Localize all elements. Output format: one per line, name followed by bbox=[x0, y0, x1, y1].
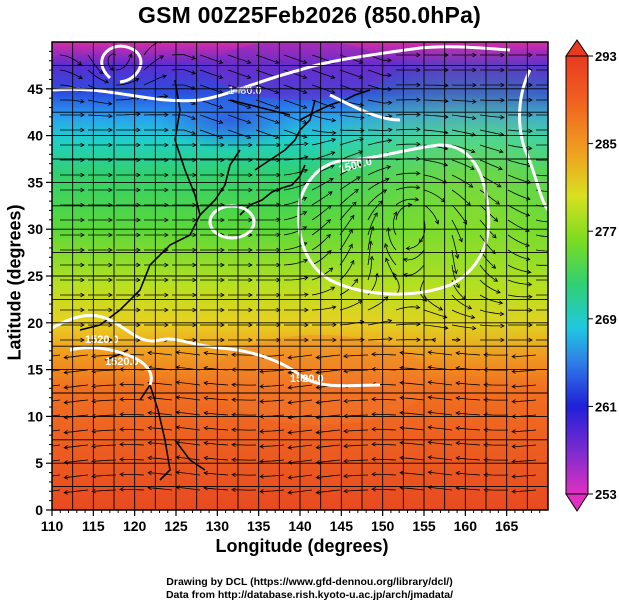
x-tick-label: 120 bbox=[123, 518, 147, 534]
y-tick-label: 45 bbox=[27, 81, 43, 97]
x-tick-label: 135 bbox=[247, 518, 271, 534]
y-axis-ticks: 0 5 10 15 20 25 30 35 40 45 bbox=[27, 50, 52, 518]
credit-data: Data from http://database.rish.kyoto-u.a… bbox=[165, 589, 454, 601]
contour-label: 1520.0 bbox=[290, 373, 324, 385]
coastline bbox=[79, 79, 371, 481]
colorbar-body bbox=[565, 55, 589, 495]
x-tick-label: 160 bbox=[454, 518, 478, 534]
x-tick-label: 150 bbox=[371, 518, 395, 534]
x-tick-label: 115 bbox=[82, 518, 105, 534]
y-tick-label: 30 bbox=[27, 221, 43, 237]
colorbar-tick-label: 261 bbox=[595, 399, 617, 414]
x-tick-label: 155 bbox=[412, 518, 436, 534]
colorbar-tick-label: 253 bbox=[595, 487, 617, 502]
x-axis-ticks: 110 115 120 125 130 135 140 145 150 155 160 165 bbox=[41, 510, 541, 534]
colorbar-tick-label: 277 bbox=[595, 224, 617, 239]
x-tick-label: 125 bbox=[164, 518, 188, 534]
y-tick-label: 25 bbox=[27, 268, 43, 284]
contour-label: 1520.0 bbox=[105, 356, 139, 368]
y-tick-label: 35 bbox=[27, 174, 43, 190]
colorbar-tick-label: 285 bbox=[595, 137, 617, 152]
colorbar-tick-label: 293 bbox=[595, 49, 617, 64]
x-tick-label: 130 bbox=[206, 518, 230, 534]
contour-label: 1480.0 bbox=[228, 85, 262, 97]
y-tick-label: 15 bbox=[27, 362, 43, 378]
x-tick-label: 140 bbox=[288, 518, 312, 534]
x-tick-label: 165 bbox=[495, 518, 519, 534]
y-axis-title: Latitude (degrees) bbox=[4, 204, 25, 361]
colorbar: 293 285 277 269 261 253 bbox=[565, 39, 617, 512]
y-tick-label: 5 bbox=[35, 455, 43, 471]
y-tick-label: 0 bbox=[35, 502, 43, 518]
y-tick-label: 10 bbox=[27, 408, 43, 424]
x-tick-label: 110 bbox=[41, 518, 64, 534]
x-axis-title: Longitude (degrees) bbox=[215, 536, 389, 556]
x-tick-label: 145 bbox=[330, 518, 354, 534]
map-title: GSM 00Z25Feb2026 (850.0hPa) bbox=[138, 2, 481, 28]
y-tick-label: 20 bbox=[27, 315, 43, 331]
colorbar-bottom-arrow bbox=[565, 493, 589, 512]
colorbar-top-arrow bbox=[565, 39, 589, 57]
y-tick-label: 40 bbox=[27, 128, 43, 144]
colorbar-tick-label: 269 bbox=[595, 312, 617, 327]
lat-lon-grid bbox=[52, 42, 548, 510]
credit-drawing: Drawing by DCL (https://www.gfd-dennou.o… bbox=[166, 576, 453, 588]
